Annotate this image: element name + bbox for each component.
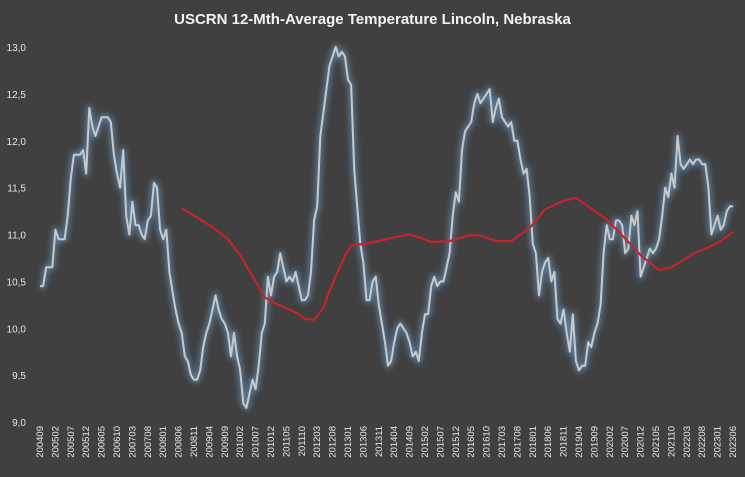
x-tick-label: 202301 (713, 426, 724, 458)
y-tick-label: 9,5 (12, 371, 26, 382)
x-tick-label: 201904 (574, 426, 585, 458)
x-tick-label: 201806 (543, 426, 554, 458)
x-tick-label: 200708 (143, 426, 154, 458)
y-tick-label: 10,5 (7, 277, 27, 288)
x-tick-label: 202208 (697, 426, 708, 458)
x-tick-label: 201502 (420, 426, 431, 458)
x-tick-label: 201306 (358, 426, 369, 458)
x-tick-label: 200904 (204, 426, 215, 458)
x-tick-label: 201105 (281, 426, 292, 457)
y-tick-label: 11,5 (7, 184, 26, 195)
x-tick-label: 200507 (66, 426, 77, 458)
x-tick-label: 201301 (343, 426, 354, 458)
y-tick-label: 9,0 (12, 418, 26, 429)
series-layer (40, 44, 734, 411)
x-tick-label: 200409 (35, 426, 46, 458)
x-tick-label: 200512 (81, 426, 92, 458)
y-tick-label: 12,0 (7, 137, 27, 148)
x-tick-label: 201703 (497, 426, 508, 458)
x-tick-label: 200703 (127, 426, 138, 458)
x-tick-label: 201110 (297, 426, 308, 456)
x-tick-label: 200811 (189, 426, 200, 457)
y-axis: 9,0 9,5 10,0 10,5 11,0 11,5 12,0 12,5 13,0 (7, 43, 27, 429)
x-tick-label: 202110 (666, 426, 677, 457)
x-tick-label: 201909 (589, 426, 600, 458)
x-tick-label: 201708 (512, 426, 523, 458)
y-tick-label: 11,0 (7, 231, 26, 242)
x-tick-label: 201208 (328, 426, 339, 458)
x-tick-label: 202203 (682, 426, 693, 458)
x-tick-label: 202007 (620, 426, 631, 458)
x-tick-label: 200605 (97, 426, 108, 458)
x-tick-label: 201007 (251, 426, 262, 458)
x-tick-label: 200806 (174, 426, 185, 458)
x-tick-label: 201610 (482, 426, 493, 458)
x-tick-label: 202002 (605, 426, 616, 458)
y-tick-label: 12,5 (7, 90, 27, 101)
x-tick-label: 201811 (559, 426, 570, 457)
y-tick-label: 13,0 (7, 43, 27, 54)
x-tick-label: 201512 (451, 426, 462, 458)
x-tick-label: 201605 (466, 426, 477, 458)
x-tick-label: 200610 (112, 426, 123, 458)
x-tick-label: 201801 (528, 426, 539, 458)
x-tick-label: 202306 (728, 426, 739, 458)
x-tick-label: 201311 (374, 426, 385, 457)
x-tick-label: 200801 (158, 426, 169, 458)
x-tick-label: 201002 (235, 426, 246, 458)
chart-title: USCRN 12-Mth-Average Temperature Lincoln… (174, 11, 571, 28)
x-tick-label: 202105 (651, 426, 662, 458)
x-tick-label: 201404 (389, 426, 400, 458)
x-tick-label: 202012 (636, 426, 647, 458)
x-tick-label: 201012 (266, 426, 277, 458)
x-tick-label: 201507 (435, 426, 446, 458)
x-tick-label: 200909 (220, 426, 231, 458)
x-axis: 200409 200502 200507 200512 200605 200610 2007… (35, 426, 739, 458)
x-tick-label: 200502 (50, 426, 61, 458)
y-tick-label: 10,0 (7, 324, 27, 335)
series-line-trend (181, 196, 734, 321)
x-tick-label: 201409 (405, 426, 416, 458)
series-line-monthly (40, 46, 733, 409)
x-tick-label: 201203 (312, 426, 323, 458)
